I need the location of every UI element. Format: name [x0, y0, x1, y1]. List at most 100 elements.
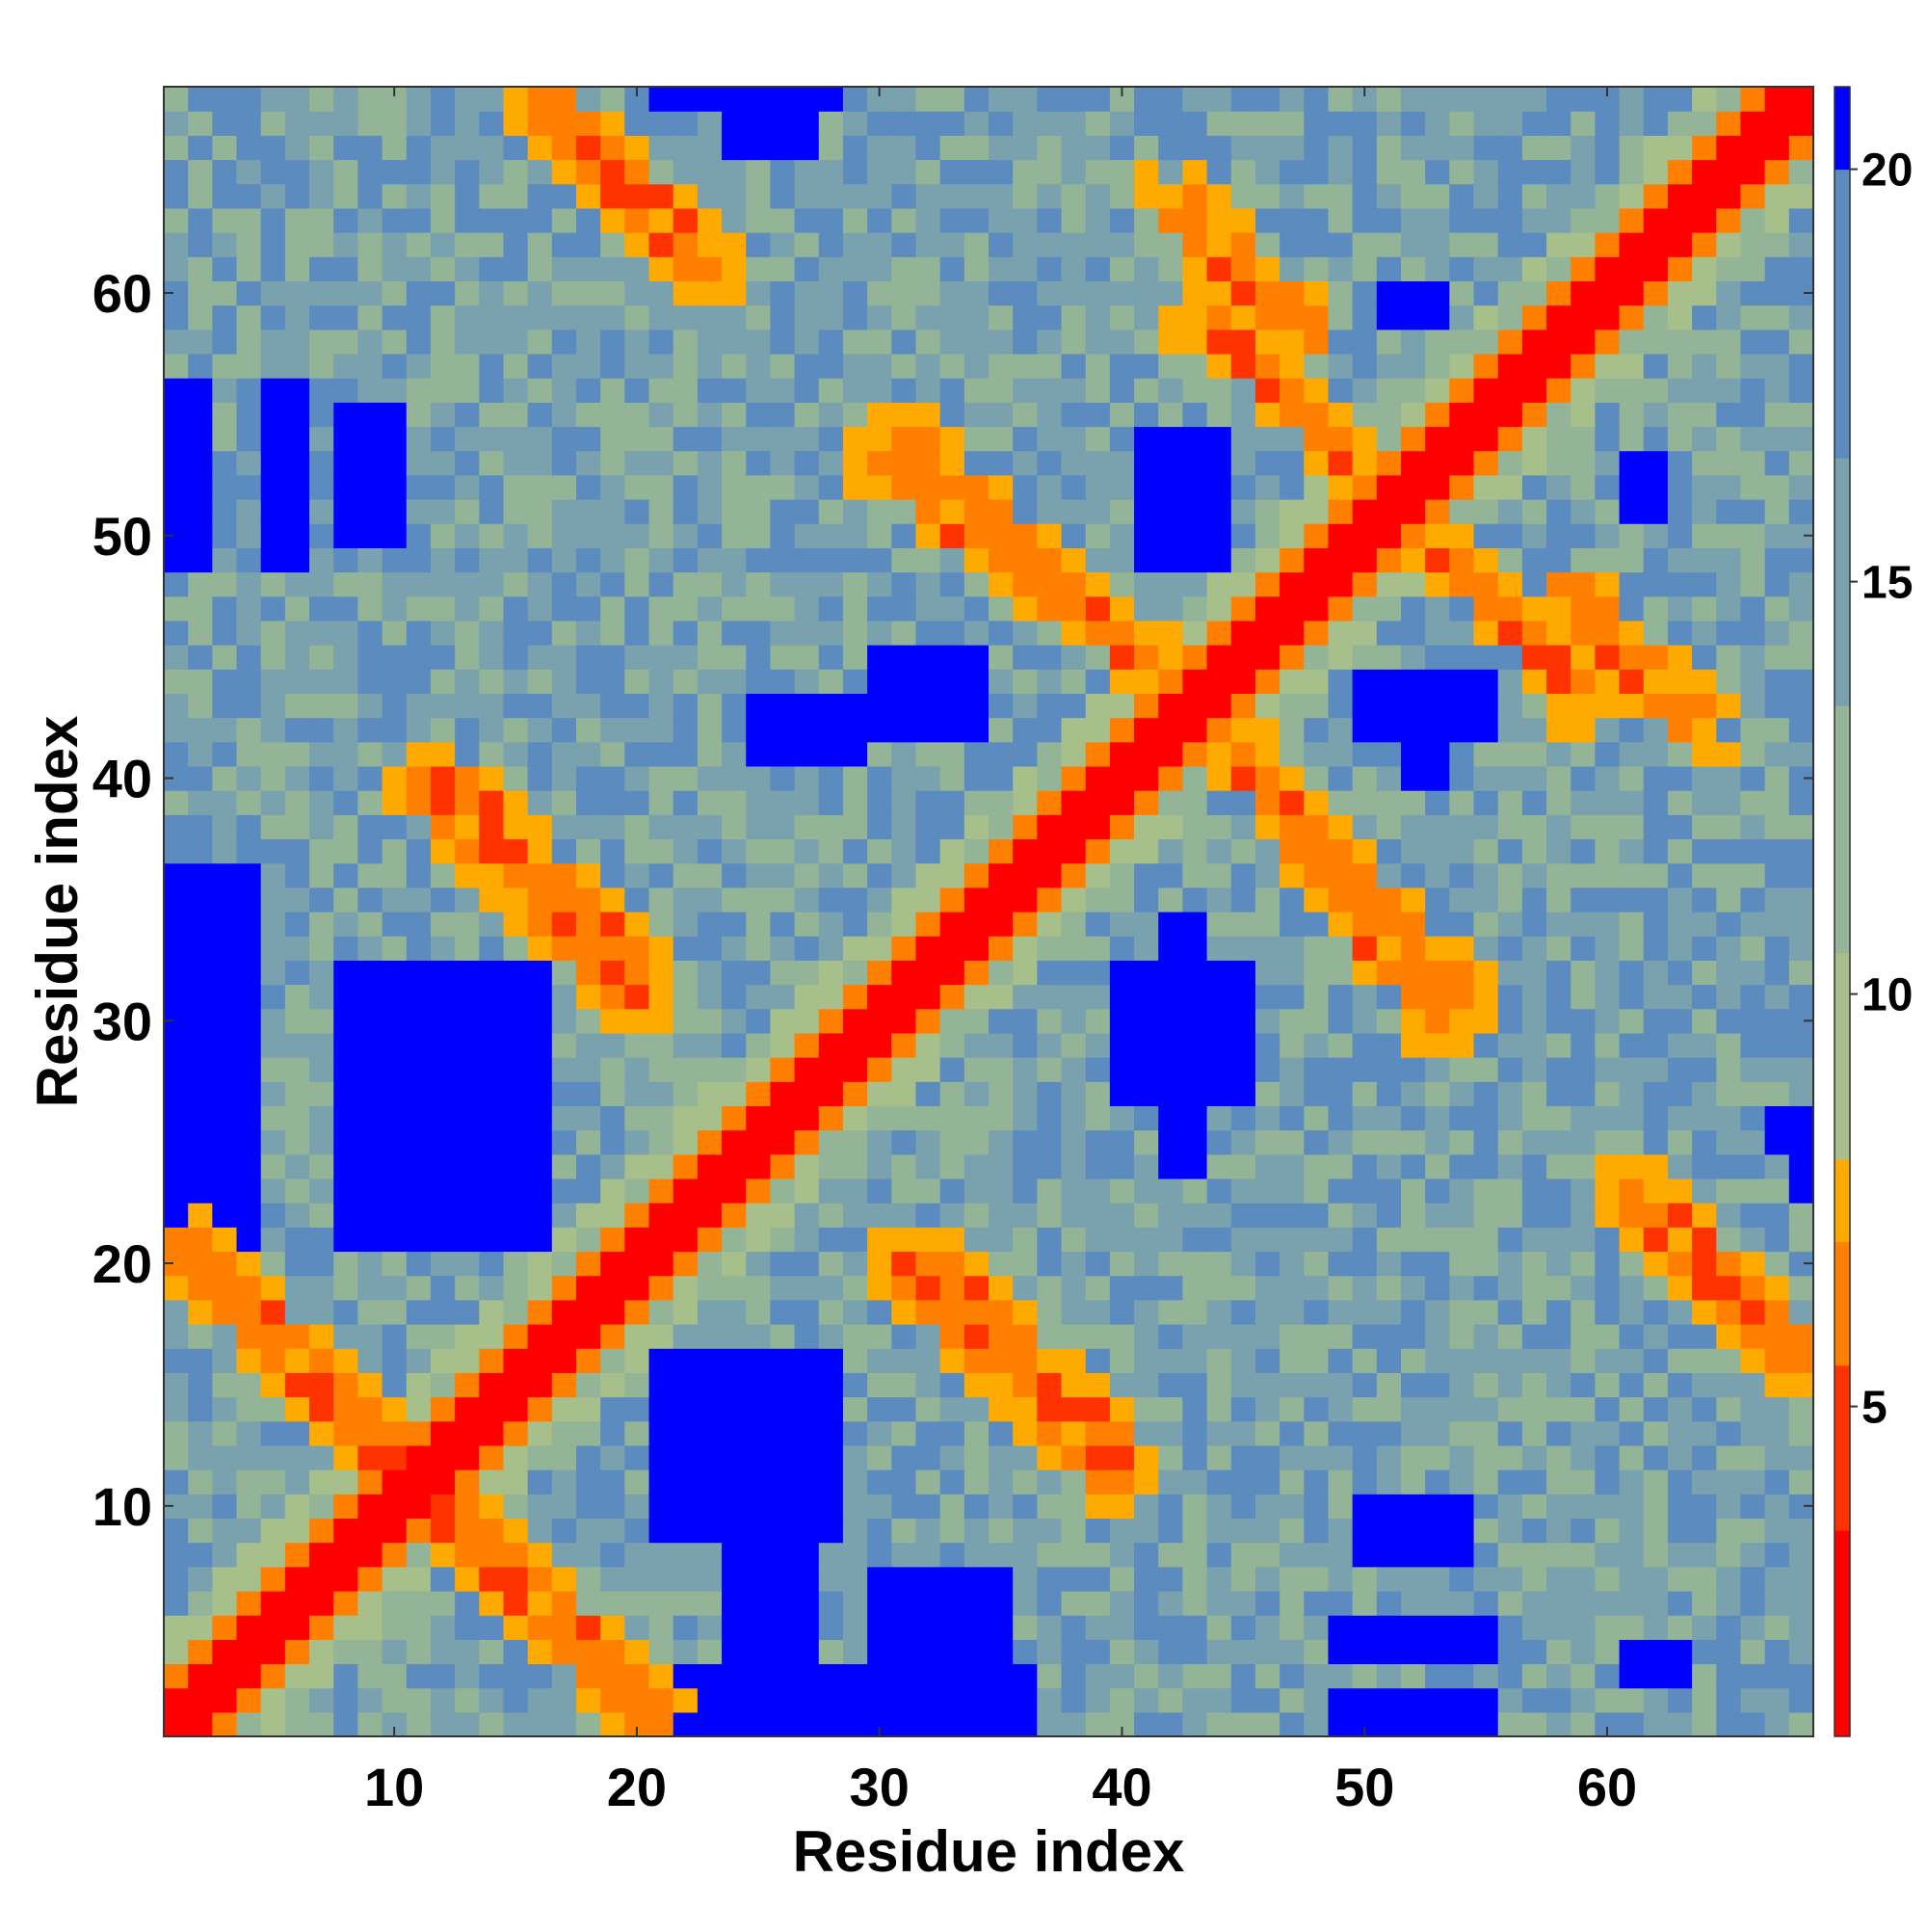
heatmap-cell [1643, 450, 1669, 476]
heatmap-cell [1521, 499, 1547, 524]
heatmap-cell [1134, 1663, 1159, 1689]
heatmap-cell [455, 1639, 480, 1665]
heatmap-cell [503, 378, 529, 403]
heatmap-cell [212, 1566, 238, 1592]
heatmap-cell [818, 1372, 844, 1398]
heatmap-cell [1473, 1372, 1499, 1398]
heatmap-cell [1328, 87, 1354, 112]
heatmap-cell [1619, 159, 1645, 185]
heatmap-cell [236, 741, 262, 767]
heatmap-cell [333, 450, 359, 476]
heatmap-cell [600, 1299, 625, 1325]
heatmap-cell [1643, 159, 1669, 185]
heatmap-cell [1134, 183, 1159, 209]
heatmap-cell [1085, 280, 1111, 306]
colorbar-tick-label: 15 [1861, 558, 1913, 609]
heatmap-cell [1376, 378, 1402, 403]
heatmap-cell [939, 426, 965, 452]
heatmap-cell [1328, 1518, 1354, 1544]
heatmap-cell [284, 353, 310, 379]
heatmap-cell [1595, 1275, 1621, 1301]
heatmap-cell [1571, 87, 1597, 112]
heatmap-cell [648, 838, 674, 864]
heatmap-cell [284, 1542, 310, 1568]
heatmap-cell [673, 1105, 699, 1131]
heatmap-cell [1013, 912, 1038, 937]
heatmap-cell [188, 1203, 213, 1228]
heatmap-cell [164, 1663, 189, 1689]
heatmap-cell [818, 547, 844, 573]
heatmap-cell [600, 1372, 625, 1398]
heatmap-cell [722, 378, 747, 403]
heatmap-cell [989, 1129, 1014, 1155]
heatmap-cell [1304, 1081, 1330, 1107]
heatmap-cell [1740, 717, 1766, 743]
heatmap-cell [188, 936, 213, 961]
heatmap-cell [770, 1639, 796, 1665]
heatmap-cell [527, 256, 553, 282]
heatmap-cell [406, 207, 432, 233]
heatmap-cell [309, 1008, 334, 1034]
heatmap-cell [503, 1711, 529, 1737]
heatmap-cell [551, 1105, 577, 1131]
heatmap-cell [212, 1057, 238, 1082]
heatmap-cell [842, 474, 868, 500]
heatmap-cell [939, 887, 965, 913]
heatmap-cell [1497, 1590, 1523, 1616]
heatmap-cell [1497, 1469, 1523, 1495]
heatmap-cell [406, 280, 432, 306]
heatmap-cell [1521, 1420, 1547, 1446]
heatmap-cell [284, 1615, 310, 1640]
heatmap-cell [479, 547, 505, 573]
heatmap-cell [1716, 207, 1742, 233]
heatmap-cell [770, 1008, 796, 1034]
heatmap-cell [1764, 207, 1790, 233]
heatmap-cell [770, 474, 796, 500]
heatmap-cell [1571, 1081, 1597, 1107]
heatmap-cell [1497, 887, 1523, 913]
heatmap-cell [1304, 790, 1330, 815]
heatmap-cell [236, 790, 262, 815]
heatmap-cell [455, 693, 480, 719]
heatmap-cell [164, 1299, 189, 1325]
heatmap-cell [1109, 402, 1135, 428]
heatmap-cell [430, 450, 456, 476]
heatmap-cell [1546, 256, 1571, 282]
heatmap-cell [1280, 450, 1305, 476]
heatmap-cell [1425, 426, 1450, 452]
heatmap-cell [1182, 1299, 1208, 1325]
heatmap-cell [430, 1178, 456, 1204]
heatmap-cell [1497, 1227, 1523, 1253]
heatmap-cell [600, 1444, 625, 1470]
heatmap-cell [746, 887, 772, 913]
x-tick-label: 30 [850, 1757, 910, 1817]
heatmap-cell [1254, 1372, 1280, 1398]
heatmap-cell [1158, 765, 1184, 791]
heatmap-cell [818, 1178, 844, 1204]
heatmap-cell [1254, 887, 1280, 913]
heatmap-cell [1521, 717, 1547, 743]
heatmap-cell [1788, 1711, 1814, 1737]
heatmap-cell [794, 1203, 820, 1228]
heatmap-cell [939, 1469, 965, 1495]
heatmap-cell [1788, 693, 1814, 719]
heatmap-cell [1158, 1711, 1184, 1737]
heatmap-cell [794, 1590, 820, 1616]
heatmap-cell [188, 426, 213, 452]
heatmap-cell [1692, 232, 1717, 257]
heatmap-cell [673, 1494, 699, 1520]
heatmap-cell [551, 1615, 577, 1640]
heatmap-cell [551, 1396, 577, 1422]
heatmap-cell [479, 669, 505, 695]
heatmap-cell [479, 1469, 505, 1495]
heatmap-cell [1304, 1711, 1330, 1737]
heatmap-cell [1740, 912, 1766, 937]
heatmap-cell [1619, 669, 1645, 695]
heatmap-cell [1328, 669, 1354, 695]
heatmap-cell [939, 474, 965, 500]
heatmap-cell [1230, 1469, 1256, 1495]
heatmap-cell [1254, 595, 1280, 622]
heatmap-cell [1109, 111, 1135, 136]
heatmap-cell [818, 620, 844, 646]
